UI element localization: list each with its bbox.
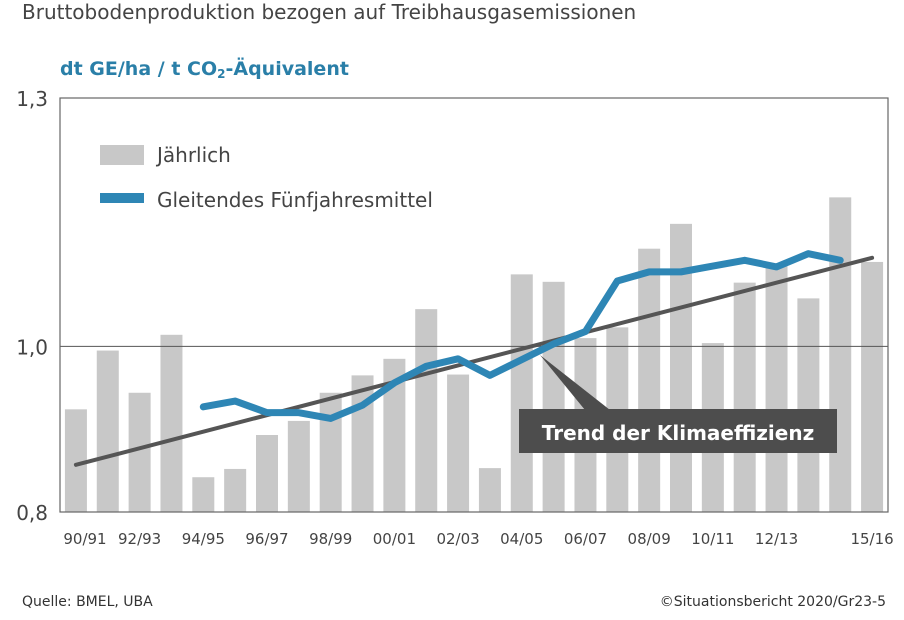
x-tick-label-02-03: 02/03 xyxy=(436,530,479,548)
bar-98-99 xyxy=(319,392,342,512)
bar-14-15 xyxy=(829,197,852,513)
y-unit-subscript: 2 xyxy=(217,67,226,81)
bar-15-16 xyxy=(861,261,884,512)
chart-title: Bruttobodenproduktion bezogen auf Treibh… xyxy=(22,0,637,24)
bar-92-93 xyxy=(128,392,151,512)
bar-97-98 xyxy=(287,420,310,512)
legend: Jährlich Gleitendes Fünfjahresmittel xyxy=(100,143,433,212)
bar-11-12 xyxy=(733,282,756,512)
bar-01-02 xyxy=(415,309,438,512)
y-axis-unit-label: dt GE/ha / t CO2-Äquivalent xyxy=(60,58,349,81)
x-tick-label-96-97: 96/97 xyxy=(245,530,288,548)
bar-91-92 xyxy=(96,350,119,512)
x-tick-label-92-93: 92/93 xyxy=(118,530,161,548)
y-unit-post: -Äquivalent xyxy=(225,58,349,80)
y-unit-pre: dt GE/ha / t CO xyxy=(60,58,218,80)
x-tick-group: 90/91 92/93 94/95 96/97 98/99 00/01 02/03 04/05… xyxy=(63,530,893,548)
bar-95-96 xyxy=(224,468,247,512)
bar-03-04 xyxy=(478,468,501,512)
y-tick-label-0: 0,8 xyxy=(16,501,48,525)
chart-svg: 0,8 1,0 1,3 90/91 92/93 94/95 96/97 98/99 00/01… xyxy=(16,87,894,548)
x-tick-label-90-91: 90/91 xyxy=(63,530,106,548)
legend-swatch-average xyxy=(100,193,144,203)
bar-90-91 xyxy=(64,409,87,512)
y-tick-label-1: 1,0 xyxy=(16,335,48,359)
x-tick-label-12-13: 12/13 xyxy=(755,530,798,548)
trend-line xyxy=(73,255,875,467)
bar-12-13 xyxy=(765,266,788,512)
bar-13-14 xyxy=(797,298,820,512)
x-tick-label-15-16: 15/16 xyxy=(850,530,893,548)
bar-02-03 xyxy=(447,374,470,512)
bar-05-06 xyxy=(542,281,565,512)
y-tick-group: 0,8 1,0 1,3 xyxy=(16,87,48,525)
annotation-pointer xyxy=(540,355,610,410)
annotation-box xyxy=(519,409,837,453)
copyright-note: ©Situationsbericht 2020/Gr23-5 xyxy=(659,594,886,610)
legend-label-average: Gleitendes Fünfjahresmittel xyxy=(157,188,433,212)
bar-96-97 xyxy=(256,434,278,512)
trend-annotation: Trend der Klimaeffizienz xyxy=(519,355,837,453)
x-tick-label-10-11: 10/11 xyxy=(691,530,734,548)
bar-04-05 xyxy=(510,274,533,512)
bar-00-01 xyxy=(383,358,406,512)
bar-94-95 xyxy=(192,477,215,512)
annotation-text: Trend der Klimaeffizienz xyxy=(542,421,814,445)
legend-label-annual: Jährlich xyxy=(155,143,231,167)
plot-frame xyxy=(59,97,889,513)
legend-swatch-annual xyxy=(100,145,144,165)
moving-average-line xyxy=(199,250,844,422)
x-tick-label-94-95: 94/95 xyxy=(182,530,225,548)
x-tick-label-00-01: 00/01 xyxy=(373,530,416,548)
x-tick-label-04-05: 04/05 xyxy=(500,530,543,548)
x-tick-label-06-07: 06/07 xyxy=(564,530,607,548)
source-note: Quelle: BMEL, UBA xyxy=(22,594,153,610)
bar-group xyxy=(64,197,884,513)
x-tick-label-08-09: 08/09 xyxy=(628,530,671,548)
bar-93-94 xyxy=(160,334,183,512)
x-tick-label-98-99: 98/99 xyxy=(309,530,352,548)
bar-08-09 xyxy=(638,248,661,513)
y-tick-label-2: 1,3 xyxy=(16,87,48,111)
